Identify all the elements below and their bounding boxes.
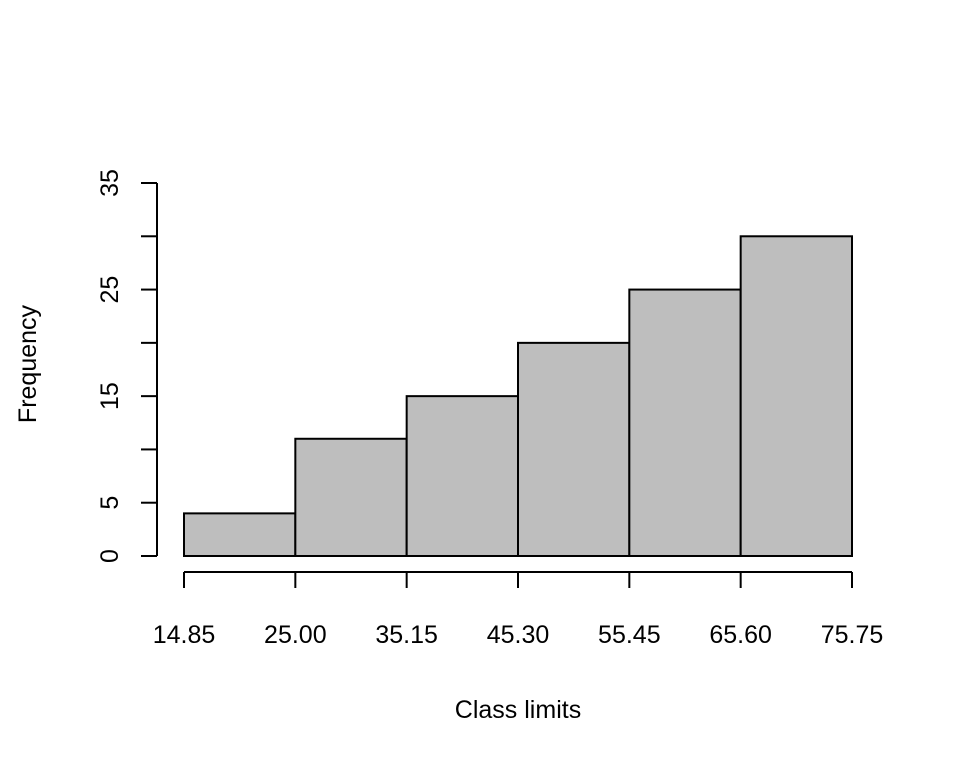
histogram-bar [517, 341, 631, 557]
x-tick-label: 45.30 [487, 621, 550, 649]
y-axis-title: Frequency [14, 304, 42, 423]
y-tick-label: 35 [96, 169, 124, 197]
x-tick-label: 75.75 [821, 621, 884, 649]
histogram-bar [739, 235, 854, 558]
histogram-bar [294, 437, 408, 557]
histogram-bar [628, 288, 742, 557]
x-tick-label: 55.45 [598, 621, 661, 649]
x-tick-label: 65.60 [709, 621, 772, 649]
x-tick-label: 25.00 [264, 621, 327, 649]
x-axis-title: Class limits [455, 696, 581, 724]
x-axis: 14.85 25.00 35.15 45.30 55.45 65.60 75.75 [153, 571, 884, 649]
y-tick-label: 25 [96, 276, 124, 304]
y-tick-label: 0 [96, 549, 124, 563]
y-tick-label: 15 [96, 382, 124, 410]
histogram-bar [405, 395, 519, 557]
x-tick-label: 35.15 [375, 621, 438, 649]
bars-group [183, 235, 854, 558]
y-axis: 0 5 15 25 35 [96, 169, 158, 563]
x-tick-label: 14.85 [153, 621, 216, 649]
histogram-bar [183, 512, 297, 557]
y-tick-label: 5 [96, 496, 124, 510]
